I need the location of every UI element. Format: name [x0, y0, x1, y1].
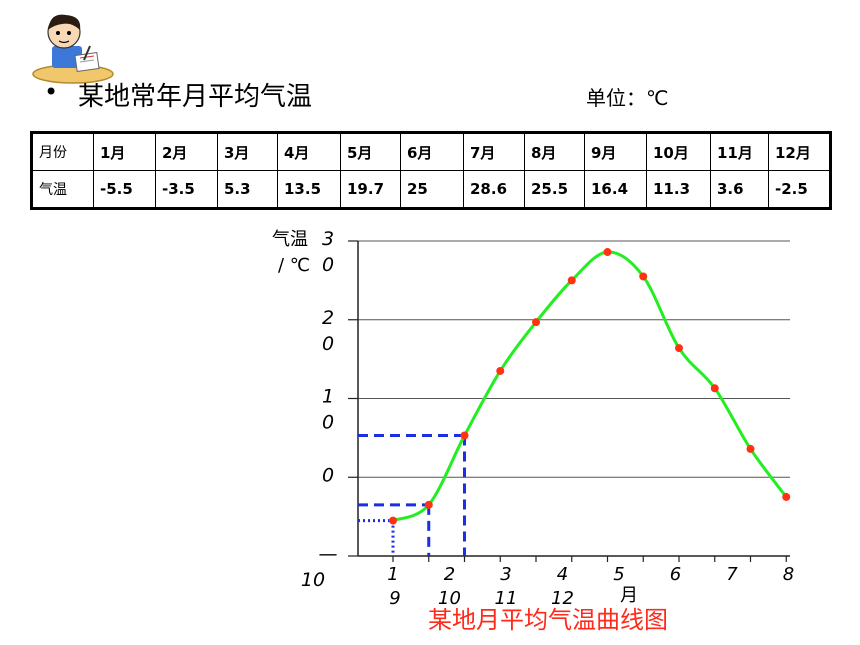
- temperature-table: 月份 1月 2月 3月 4月 5月 6月 7月 8月 9月 10月 11月 12…: [30, 131, 832, 210]
- page-title: 某地常年月平均气温: [78, 82, 313, 112]
- x-tick-label: 9: [389, 588, 400, 609]
- y-tick-label: 0: [322, 412, 334, 434]
- x-tick-label: 2: [444, 564, 455, 585]
- temp-cell: 25: [400, 170, 464, 209]
- student-writing-icon: [32, 14, 114, 84]
- x-tick-label: 4: [557, 564, 568, 585]
- x-tick-label: 10: [438, 588, 461, 609]
- heading: • 某地常年月平均气温 单位：℃: [44, 76, 744, 116]
- temp-cell: 5.3: [217, 170, 278, 209]
- month-cell: 12月: [768, 132, 831, 171]
- data-point: [496, 366, 505, 375]
- y-tick-label: 10: [301, 569, 325, 591]
- y-tick-label: 0: [322, 333, 334, 355]
- temp-cell: -5.5: [93, 170, 156, 209]
- data-point: [424, 500, 433, 509]
- month-cell: 5月: [340, 132, 401, 171]
- y-tick-label: 0: [322, 464, 334, 486]
- data-point: [603, 248, 612, 257]
- table-row-months: 月份 1月 2月 3月 4月 5月 6月 7月 8月 9月 10月 11月 12…: [31, 132, 831, 171]
- x-tick-label: 8: [783, 564, 794, 585]
- month-cell: 7月: [463, 132, 525, 171]
- y-axis-label: 气温: [272, 229, 308, 250]
- data-point: [639, 272, 648, 281]
- y-axis-label: / ℃: [278, 255, 310, 276]
- bullet: •: [44, 78, 59, 106]
- table-row-temps: 气温 -5.5 -3.5 5.3 13.5 19.7 25 28.6 25.5 …: [31, 170, 831, 209]
- series-line: [392, 250, 788, 522]
- data-point: [532, 318, 540, 327]
- data-point: [389, 516, 397, 525]
- data-point: [460, 431, 469, 440]
- unit-label: 单位：℃: [586, 86, 669, 110]
- x-axis-label: 月: [620, 585, 638, 606]
- x-tick-label: 11: [495, 588, 518, 609]
- data-point: [782, 492, 791, 501]
- x-tick-label: 7: [726, 564, 738, 585]
- x-tick-label: 5: [613, 564, 624, 585]
- temp-cell: 19.7: [340, 170, 401, 209]
- month-cell: 1月: [93, 132, 156, 171]
- y-tick-label: 2: [322, 307, 334, 329]
- x-tick-label: 3: [500, 564, 511, 585]
- data-point: [675, 344, 683, 353]
- y-tick-label: 0: [322, 254, 334, 276]
- data-point: [567, 276, 576, 285]
- temp-cell: 3.6: [710, 170, 769, 209]
- temp-cell: -2.5: [768, 170, 831, 209]
- temp-cell: -3.5: [155, 170, 218, 209]
- y-tick-label: 1: [322, 386, 334, 408]
- data-point: [746, 444, 755, 453]
- month-cell: 4月: [277, 132, 341, 171]
- temp-cell: 16.4: [584, 170, 647, 209]
- y-tick-label: 3: [322, 228, 334, 250]
- temp-cell: 13.5: [277, 170, 341, 209]
- x-tick-label: 1: [387, 564, 398, 585]
- data-point: [710, 384, 719, 393]
- row-label-temp: 气温: [31, 170, 94, 209]
- temp-cell: 11.3: [646, 170, 711, 209]
- y-tick-label: —: [319, 543, 338, 565]
- chart-caption: 某地月平均气温曲线图: [428, 606, 668, 634]
- x-tick-label: 6: [670, 564, 681, 585]
- x-tick-label: 12: [551, 588, 574, 609]
